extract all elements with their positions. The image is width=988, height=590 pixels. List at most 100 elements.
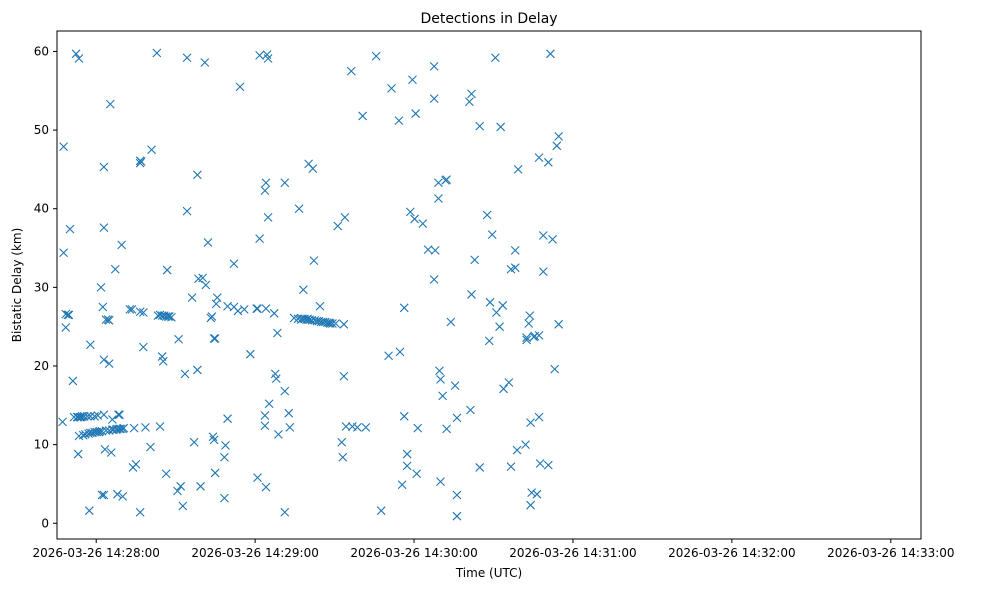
x-tick-label: 2026-03-26 14:30:00: [350, 546, 477, 560]
data-point: [158, 356, 168, 366]
data-point: [96, 282, 106, 292]
data-point: [98, 302, 108, 312]
data-point: [63, 310, 73, 320]
x-axis: 2026-03-26 14:28:00 2026-03-26 14:29:00 20…: [32, 539, 955, 560]
data-point: [402, 449, 412, 459]
data-point: [521, 440, 530, 450]
data-point: [498, 301, 508, 310]
data-point: [127, 304, 137, 314]
data-point: [261, 178, 271, 188]
data-point: [253, 473, 262, 483]
data-point: [495, 322, 504, 332]
data-point: [402, 461, 412, 471]
data-point: [260, 411, 270, 420]
data-point: [253, 304, 262, 313]
y-tick-label: 10: [34, 438, 49, 452]
data-point: [341, 422, 351, 431]
data-point: [135, 507, 145, 517]
data-point: [99, 355, 109, 365]
data-point: [208, 432, 218, 442]
data-point: [116, 424, 125, 434]
data-point: [118, 492, 128, 501]
data-point: [138, 342, 148, 352]
data-point: [114, 410, 123, 420]
data-point: [429, 275, 439, 284]
data-point: [482, 210, 492, 220]
data-point: [548, 235, 557, 244]
data-point: [430, 246, 440, 255]
data-point: [85, 340, 95, 350]
data-point: [221, 441, 230, 450]
data-point: [99, 223, 109, 232]
data-point: [210, 468, 220, 478]
data-point: [452, 490, 462, 500]
data-point: [524, 319, 534, 328]
data-point: [358, 111, 368, 121]
data-point: [394, 116, 404, 126]
data-point: [261, 482, 271, 492]
data-point: [255, 234, 265, 243]
data-point: [429, 94, 439, 104]
data-point: [280, 178, 290, 188]
data-point: [526, 500, 535, 510]
data-point: [245, 349, 255, 359]
data-point: [397, 480, 407, 490]
data-point: [526, 418, 535, 428]
data-point: [339, 371, 349, 381]
data-point: [252, 304, 262, 313]
data-point: [272, 328, 282, 338]
data-point: [99, 162, 109, 172]
data-point: [110, 264, 120, 274]
x-axis-title: Time (UTC): [455, 566, 522, 580]
data-point: [410, 214, 419, 224]
y-axis: 0 10 20 30 40 50 60: [34, 44, 57, 530]
data-point: [308, 164, 318, 174]
data-point: [442, 424, 452, 434]
data-point: [487, 230, 497, 240]
data-point: [138, 308, 148, 317]
data-point: [64, 310, 74, 320]
y-tick-label: 60: [34, 44, 49, 58]
data-point: [182, 53, 192, 63]
data-point: [429, 61, 439, 71]
data-point: [97, 490, 107, 500]
data-point: [207, 312, 217, 321]
data-point: [100, 444, 110, 454]
data-point: [173, 486, 182, 496]
data-point: [315, 301, 325, 311]
data-point: [294, 204, 304, 214]
data-point: [527, 488, 537, 497]
data-point: [119, 423, 129, 433]
data-point: [212, 293, 222, 302]
data-point: [220, 493, 229, 503]
x-tick-label: 2026-03-26 14:31:00: [509, 546, 636, 560]
data-point: [74, 54, 84, 63]
data-point: [106, 448, 116, 457]
plot-frame: [56, 30, 922, 540]
data-point: [255, 50, 265, 60]
data-point: [490, 53, 500, 63]
x-tick-label: 2026-03-26 14:32:00: [668, 546, 795, 560]
data-point: [192, 365, 202, 375]
data-point: [452, 413, 462, 423]
data-point: [333, 221, 343, 231]
data-point: [340, 212, 350, 222]
data-point: [280, 507, 290, 517]
data-point: [513, 165, 523, 174]
data-point: [438, 391, 448, 401]
data-point: [229, 259, 239, 269]
data-point: [155, 422, 165, 431]
data-point: [496, 122, 506, 132]
data-point: [209, 435, 219, 445]
data-point: [65, 224, 75, 234]
data-point: [352, 422, 362, 432]
y-tick-label: 30: [34, 280, 49, 294]
data-point: [58, 417, 67, 427]
data-point: [293, 314, 303, 324]
data-point: [467, 290, 476, 299]
data-point: [115, 410, 124, 420]
y-tick-label: 0: [41, 516, 49, 530]
data-point: [504, 378, 514, 387]
